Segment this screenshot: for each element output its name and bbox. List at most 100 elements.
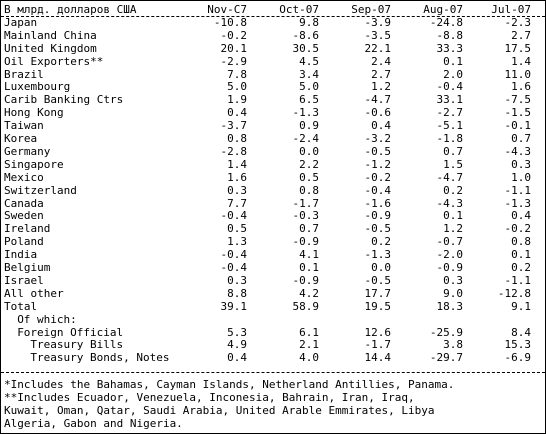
cell: 12.6 xyxy=(364,325,392,339)
cell: -0.4 xyxy=(364,183,392,197)
row-label: Israel xyxy=(4,273,44,287)
cell: -0.9 xyxy=(292,235,320,249)
cell: 4.9 xyxy=(227,338,247,352)
cell: 7.8 xyxy=(227,67,247,81)
cell: 0.2 xyxy=(371,235,391,249)
cell: 4.2 xyxy=(299,286,319,300)
cell: 0.8 xyxy=(227,132,247,145)
cell: -2.4 xyxy=(292,132,320,145)
cell: 4.5 xyxy=(299,54,319,68)
cell: -1.2 xyxy=(364,157,392,171)
cell: 33.1 xyxy=(436,93,464,107)
cell: -0.4 xyxy=(220,209,248,223)
cell: 20.1 xyxy=(220,41,248,55)
cell: 0.1 xyxy=(443,54,463,68)
row-label: Foreign Official xyxy=(17,325,124,339)
cell: -4.7 xyxy=(364,93,392,107)
cell: 17.7 xyxy=(364,286,392,300)
cell: -0.1 xyxy=(504,119,532,133)
cell: 0.4 xyxy=(227,351,247,365)
cell: 33.3 xyxy=(436,41,464,55)
cell: 1.2 xyxy=(443,222,463,236)
cell: 5.0 xyxy=(227,80,247,94)
separator xyxy=(1,372,545,373)
row-label: Carib Banking Ctrs xyxy=(4,93,124,107)
cell: 19.5 xyxy=(364,299,392,313)
cell: 0.3 xyxy=(227,273,247,287)
cell: 1.6 xyxy=(511,80,531,94)
cell: -1.1 xyxy=(504,183,532,197)
cell: 5.0 xyxy=(299,80,319,94)
cell: 0.9 xyxy=(299,119,319,133)
cell: 1.2 xyxy=(371,80,391,94)
cell: -1.3 xyxy=(364,248,392,262)
cell: -0.5 xyxy=(364,273,392,287)
cell: 0.0 xyxy=(299,144,319,158)
cell: -5.1 xyxy=(436,119,464,133)
cell: -3.5 xyxy=(364,28,392,42)
row-label: Oil Exporters** xyxy=(4,54,104,68)
cell: 11.0 xyxy=(504,67,532,81)
cell: -0.4 xyxy=(436,80,464,94)
column-header: Jul-07 xyxy=(491,3,531,16)
row-label: Switzerland xyxy=(4,183,77,197)
row-label: All other xyxy=(4,286,64,300)
row-label: Poland xyxy=(4,235,44,249)
cell: -0.9 xyxy=(292,273,320,287)
header-label: В млрд. долларов США xyxy=(4,3,137,16)
cell: 7.7 xyxy=(227,196,247,210)
cell: -1.8 xyxy=(436,132,464,145)
footnote: **Includes Ecuador, Venezuela, Inconesia… xyxy=(4,391,415,404)
cell: -0.5 xyxy=(364,222,392,236)
cell: -2.3 xyxy=(504,15,532,29)
row-label: Germany xyxy=(4,144,51,158)
cell: -1.7 xyxy=(364,338,392,352)
cell: -4.7 xyxy=(436,170,464,184)
cell: 6.5 xyxy=(299,93,319,107)
cell: 0.7 xyxy=(299,222,319,236)
cell: -1.3 xyxy=(292,106,320,120)
cell: 8.4 xyxy=(511,325,531,339)
cell: 2.7 xyxy=(371,67,391,81)
cell: -4.3 xyxy=(504,144,532,158)
row-label: Singapore xyxy=(4,157,64,171)
cell: -1.6 xyxy=(364,196,392,210)
cell: 0.7 xyxy=(511,132,531,145)
cell: 30.5 xyxy=(292,41,320,55)
cell: 15.3 xyxy=(504,338,532,352)
cell: -0.4 xyxy=(220,248,248,262)
column-header: Aug-07 xyxy=(423,3,463,16)
cell: -0.2 xyxy=(364,170,392,184)
section-label: Of which: xyxy=(17,312,77,326)
cell: 5.3 xyxy=(227,325,247,339)
cell: 0.3 xyxy=(443,273,463,287)
cell: 0.3 xyxy=(227,183,247,197)
cell: -0.4 xyxy=(220,261,248,274)
cell: 0.1 xyxy=(511,248,531,262)
row-label: Total xyxy=(4,299,38,313)
footnote: *Includes the Bahamas, Cayman Islands, N… xyxy=(4,378,455,391)
cell: 39.1 xyxy=(220,299,248,313)
cell: 1.6 xyxy=(227,170,247,184)
cell: 14.4 xyxy=(364,351,392,365)
cell: -12.8 xyxy=(497,286,531,300)
cell: -1.3 xyxy=(504,196,532,210)
cell: -8.6 xyxy=(292,28,320,42)
cell: 0.7 xyxy=(443,144,463,158)
cell: 0.4 xyxy=(371,119,391,133)
row-label: Mexico xyxy=(4,170,44,184)
cell: 0.2 xyxy=(443,183,463,197)
cell: -0.3 xyxy=(292,209,320,223)
cell: 17.5 xyxy=(504,41,532,55)
row-label: Luxembourg xyxy=(4,80,71,94)
cell: -1.5 xyxy=(504,106,532,120)
cell: 0.3 xyxy=(511,157,531,171)
cell: -2.8 xyxy=(220,144,248,158)
cell: -24.8 xyxy=(429,15,463,29)
cell: 1.3 xyxy=(227,235,247,249)
row-label: Belgium xyxy=(4,261,51,274)
separator xyxy=(1,16,545,17)
footnote: Kuwait, Oman, Qatar, Saudi Arabia, Unite… xyxy=(4,404,435,417)
cell: -8.8 xyxy=(436,28,464,42)
cell: -0.6 xyxy=(364,106,392,120)
